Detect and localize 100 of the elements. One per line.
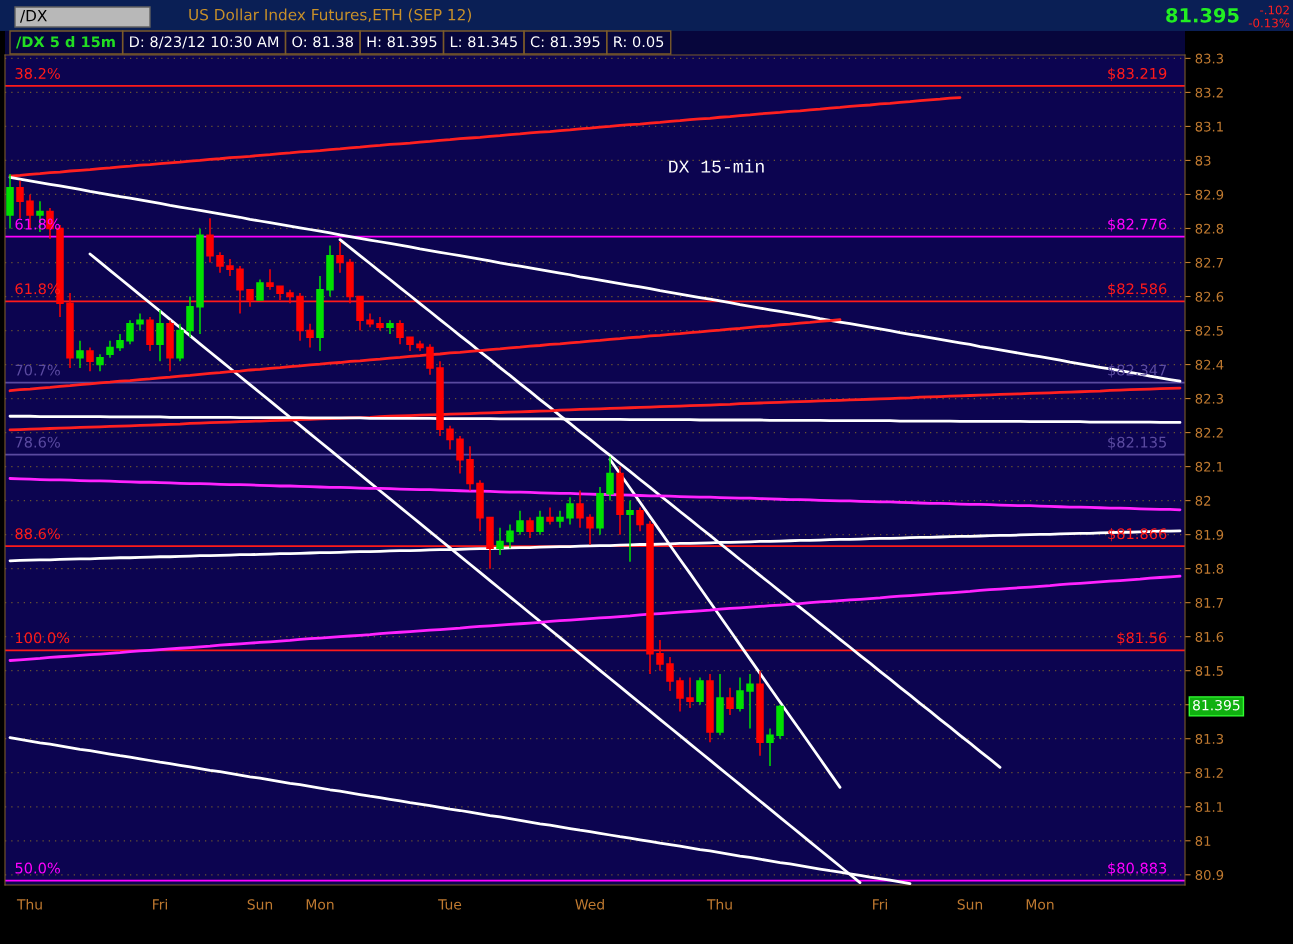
ref-line-label: $82.586 xyxy=(1108,283,1167,297)
candlestick xyxy=(176,322,184,362)
ref-line-label: $80.883 xyxy=(1108,862,1167,876)
annotation: 50.0% xyxy=(15,862,60,874)
candlestick xyxy=(356,295,364,332)
candlestick xyxy=(76,339,84,369)
candlestick xyxy=(476,479,484,532)
y-tick-label: 82.7 xyxy=(1195,257,1223,268)
line-series xyxy=(8,318,842,393)
candlestick xyxy=(16,180,24,220)
candlestick xyxy=(536,510,544,536)
annotation: 38.2% xyxy=(15,67,60,79)
candlestick xyxy=(636,506,644,532)
y-tick-label: 82 xyxy=(1195,495,1211,506)
candlestick xyxy=(626,499,634,563)
candlestick xyxy=(326,244,334,298)
candlestick xyxy=(496,527,504,556)
text: C: 81.395 xyxy=(530,36,600,48)
y-tick-label: 82.1 xyxy=(1195,461,1223,472)
candlestick xyxy=(506,523,514,550)
y-tick-label: 82.8 xyxy=(1195,223,1224,234)
candlestick xyxy=(766,727,774,767)
candlestick xyxy=(726,686,734,716)
x-tick-label: Fri xyxy=(873,898,887,910)
y-tick-label: 82.6 xyxy=(1195,291,1224,302)
candlestick xyxy=(126,319,134,345)
y-tick-label: 82.2 xyxy=(1195,427,1223,438)
annotation: 100.0% xyxy=(16,632,70,644)
candlestick xyxy=(486,516,494,570)
line-series xyxy=(8,386,1182,432)
x-tick-label: Mon xyxy=(1026,899,1054,910)
candlestick xyxy=(386,319,394,335)
candlestick xyxy=(686,676,694,709)
annotation: 70.7% xyxy=(15,364,60,376)
candlestick xyxy=(556,510,564,529)
candlestick xyxy=(676,676,684,713)
candlestick xyxy=(416,339,424,352)
candlestick xyxy=(336,241,344,274)
y-tick-label: 83.3 xyxy=(1195,53,1224,64)
y-tick-label: 82.3 xyxy=(1195,393,1224,404)
candlestick xyxy=(696,676,704,706)
candlestick xyxy=(256,278,264,301)
ref-line-label: $83.219 xyxy=(1108,67,1167,81)
candlestick xyxy=(716,673,724,737)
candlestick xyxy=(406,336,414,352)
candlestick xyxy=(346,258,354,305)
candlestick xyxy=(606,455,614,502)
candlestick xyxy=(166,319,174,373)
annotation: DX 15-min xyxy=(669,159,764,173)
ref-line-label: $82.135 xyxy=(1108,436,1167,450)
annotation: 88.6% xyxy=(15,528,60,540)
candlestick xyxy=(426,343,434,376)
text: H: 81.395 xyxy=(367,36,437,48)
candlestick xyxy=(436,360,444,437)
text: 81.395 xyxy=(1166,7,1239,23)
candlestick xyxy=(216,251,224,274)
text: D: 8/23/12 10:30 AM xyxy=(130,36,279,49)
candlestick xyxy=(276,285,284,301)
y-tick-label: 81.1 xyxy=(1195,801,1223,812)
candlestick xyxy=(756,669,764,757)
ref-line-label: $82.776 xyxy=(1108,218,1167,232)
candlestick xyxy=(616,465,624,536)
candlestick xyxy=(106,339,114,359)
y-tick-label: 83 xyxy=(1195,155,1211,166)
text: L: 81.345 xyxy=(450,36,517,48)
candlestick xyxy=(246,288,254,308)
text: -.102 xyxy=(1260,5,1289,15)
candlestick xyxy=(576,489,584,529)
candlestick xyxy=(656,639,664,672)
y-tick-label: 82.4 xyxy=(1195,359,1224,370)
candlestick xyxy=(516,510,524,536)
chart-subtitle: /DX 5 d 15m xyxy=(16,35,115,49)
candlestick xyxy=(706,673,714,743)
candlestick xyxy=(196,227,204,335)
candlestick xyxy=(286,288,294,305)
line-series xyxy=(8,96,962,178)
text: 81.395 xyxy=(1193,699,1240,711)
candlestick xyxy=(446,425,454,451)
x-tick-label: Thu xyxy=(16,898,42,910)
candlestick xyxy=(116,333,124,352)
candlestick xyxy=(526,516,534,539)
line-series xyxy=(8,176,1182,383)
candlestick xyxy=(86,346,94,373)
candlestick xyxy=(596,486,604,536)
line-series xyxy=(8,477,1182,512)
line-series xyxy=(8,574,1182,662)
candlestick xyxy=(96,353,104,373)
x-tick-label: Sun xyxy=(247,899,273,910)
y-tick-label: 83.2 xyxy=(1195,87,1223,98)
candlestick xyxy=(776,703,784,740)
candlestick xyxy=(296,292,304,342)
y-tick-label: 83.1 xyxy=(1195,121,1223,132)
y-tick-label: 81.2 xyxy=(1195,767,1223,778)
candlestick xyxy=(226,258,234,277)
candlestick xyxy=(456,435,464,475)
text: O: 81.38 xyxy=(292,36,354,48)
candlestick xyxy=(186,295,194,339)
x-tick-label: Sun xyxy=(957,899,983,910)
candlestick xyxy=(646,520,654,675)
candlestick xyxy=(546,506,554,526)
